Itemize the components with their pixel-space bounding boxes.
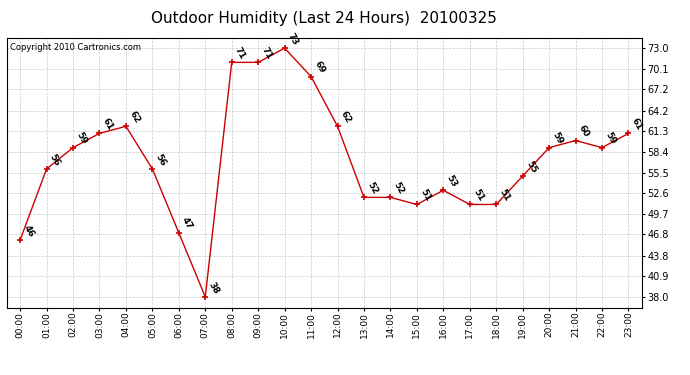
Text: 59: 59 [75, 131, 88, 146]
Text: 51: 51 [471, 188, 485, 203]
Text: 46: 46 [21, 223, 36, 238]
Text: 53: 53 [445, 174, 459, 189]
Text: 69: 69 [313, 60, 326, 75]
Text: 51: 51 [418, 188, 433, 203]
Text: 59: 59 [604, 131, 618, 146]
Text: 61: 61 [630, 117, 644, 132]
Text: Copyright 2010 Cartronics.com: Copyright 2010 Cartronics.com [10, 43, 141, 52]
Text: Outdoor Humidity (Last 24 Hours)  20100325: Outdoor Humidity (Last 24 Hours) 2010032… [151, 11, 497, 26]
Text: 56: 56 [154, 152, 168, 168]
Text: 71: 71 [233, 45, 247, 61]
Text: 51: 51 [497, 188, 512, 203]
Text: 61: 61 [101, 117, 115, 132]
Text: 71: 71 [259, 45, 274, 61]
Text: 56: 56 [48, 152, 62, 168]
Text: 62: 62 [339, 110, 353, 125]
Text: 73: 73 [286, 32, 300, 47]
Text: 59: 59 [551, 131, 564, 146]
Text: 47: 47 [180, 216, 195, 231]
Text: 55: 55 [524, 159, 538, 175]
Text: 60: 60 [577, 124, 591, 139]
Text: 38: 38 [207, 280, 221, 296]
Text: 52: 52 [366, 181, 380, 196]
Text: 62: 62 [128, 110, 141, 125]
Text: 52: 52 [392, 181, 406, 196]
